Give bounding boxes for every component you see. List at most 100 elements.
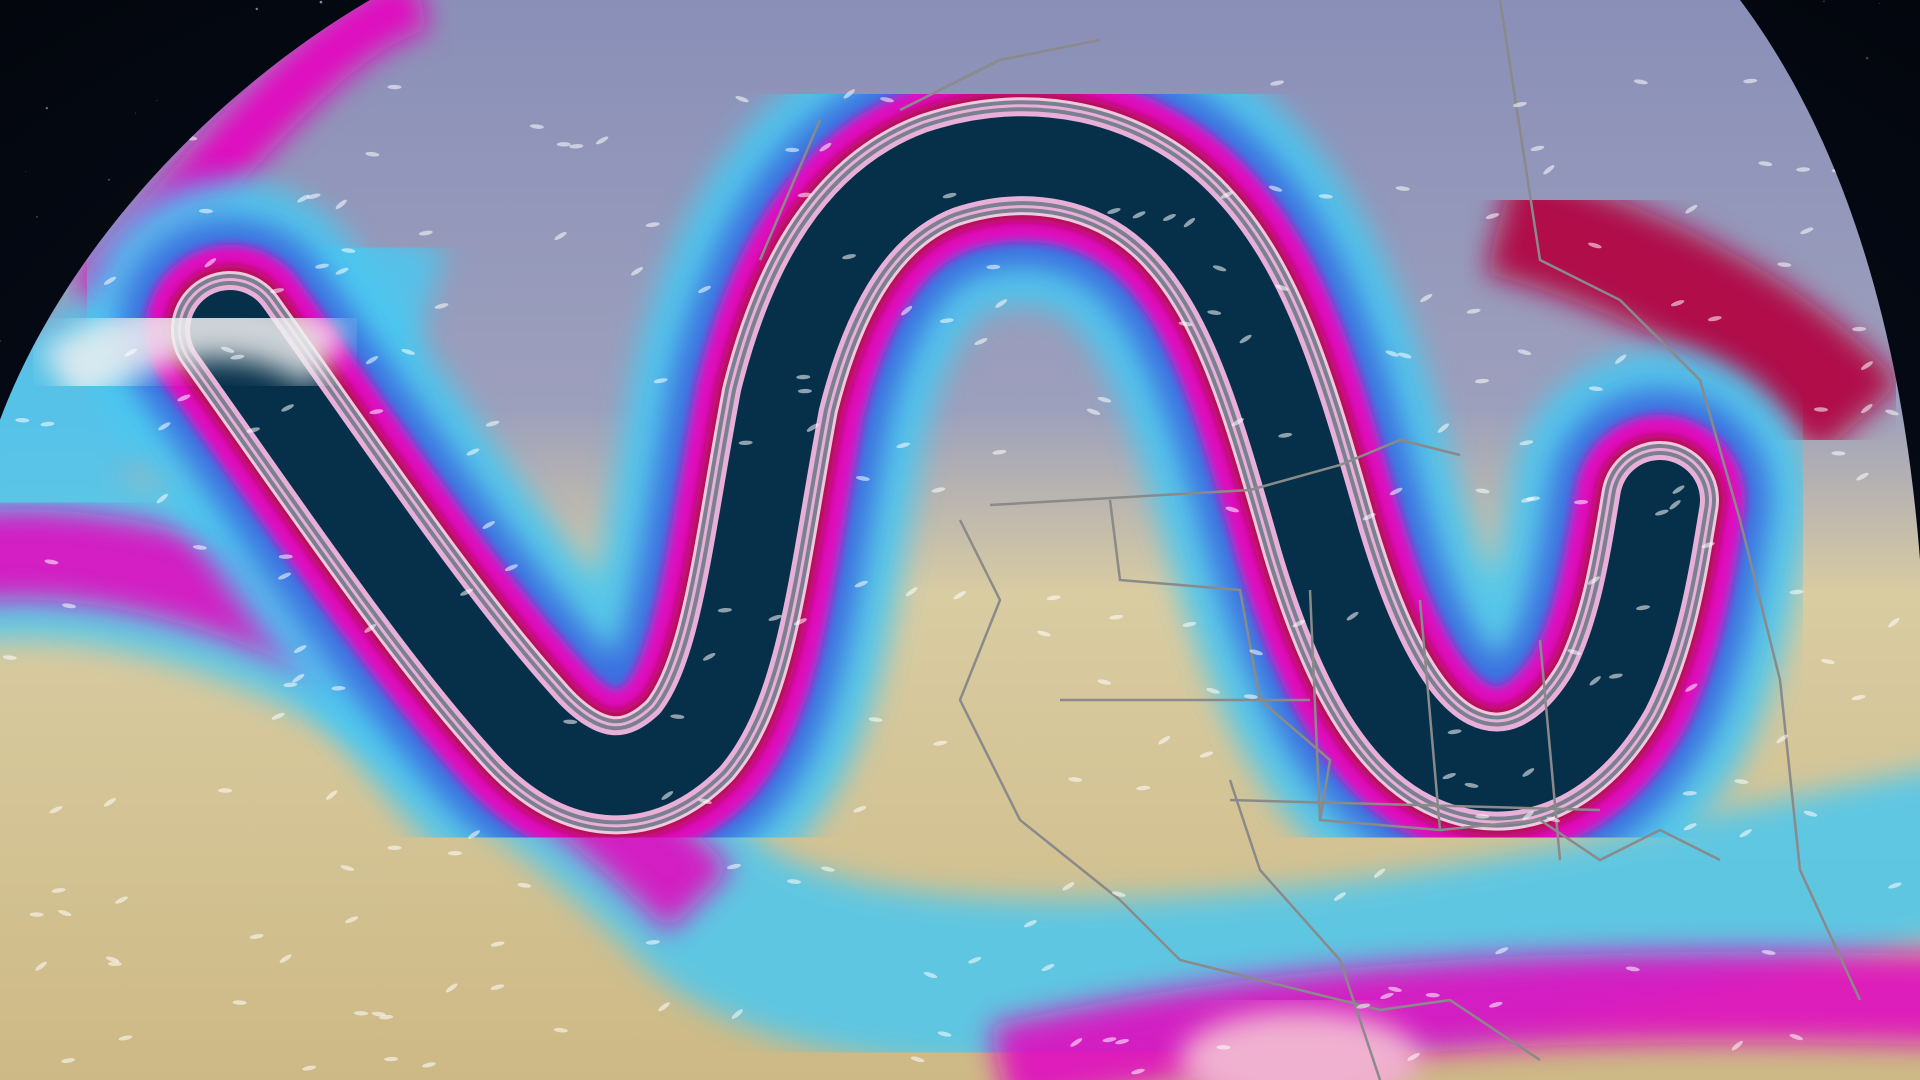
wind-streak-icon: [218, 788, 233, 793]
wind-streak-icon: [1475, 488, 1490, 494]
wind-streak-icon: [1670, 300, 1685, 307]
wind-streak-icon: [1861, 361, 1873, 370]
wind-streak-icon: [1669, 500, 1681, 510]
wind-streak-icon: [1225, 506, 1240, 513]
wind-streak-icon: [1086, 408, 1101, 415]
wind-streak-icon: [1885, 409, 1899, 416]
wind-streak-icon: [1707, 316, 1722, 322]
wind-streak-icon: [371, 1011, 386, 1017]
wind-streak-icon: [466, 448, 480, 456]
wind-streak-icon: [855, 475, 870, 481]
wind-streak-icon: [1608, 673, 1623, 679]
wind-streak-icon: [1212, 265, 1227, 272]
wind-streak-icon: [448, 850, 463, 856]
star: [35, 215, 39, 218]
wind-streak-icon: [1513, 101, 1527, 108]
wind-streak-icon: [1685, 683, 1698, 692]
wind-streak-icon: [1485, 213, 1500, 219]
wind-streak-icon: [1851, 695, 1866, 701]
wind-streak-icon: [1041, 963, 1055, 972]
wind-streak-icon: [1701, 542, 1715, 549]
wind-streak-icon: [1425, 992, 1440, 998]
wind-streak-icon: [1522, 768, 1535, 777]
wind-streak-icon: [896, 442, 910, 449]
wind-streak-icon: [387, 845, 402, 851]
jet-entrance-white: [40, 288, 351, 410]
wind-streak-icon: [292, 673, 305, 683]
star: [1823, 0, 1825, 2]
wind-streak-icon: [569, 144, 584, 149]
wind-streak-icon: [553, 1027, 568, 1033]
wind-streak-icon: [326, 790, 338, 800]
wind-streak-icon: [1466, 308, 1481, 314]
wind-streak-icon: [1268, 185, 1283, 192]
wind-streak-icon: [1275, 284, 1289, 291]
wind-streak-icon: [384, 1056, 399, 1062]
wind-streak-icon: [1495, 947, 1509, 955]
wind-streak-icon: [15, 418, 30, 423]
wind-streak-icon: [107, 961, 122, 967]
wind-streak-icon: [1292, 619, 1306, 628]
wind-streak-icon: [1278, 432, 1293, 438]
wind-streak-icon: [796, 374, 811, 380]
wind-streak-icon: [249, 934, 264, 939]
wind-streak-icon: [1199, 751, 1214, 758]
wind-streak-icon: [1589, 676, 1601, 686]
wind-streak-icon: [968, 956, 982, 964]
wind-streak-icon: [1207, 310, 1222, 315]
wind-streak-icon: [105, 956, 120, 963]
wind-streak-icon: [158, 422, 171, 431]
wind-streak-icon: [727, 863, 741, 870]
wind-streak-icon: [717, 607, 732, 613]
wind-streak-icon: [1447, 729, 1462, 735]
star: [134, 112, 136, 114]
wind-streak-icon: [1588, 386, 1603, 392]
wind-streak-icon: [283, 682, 298, 688]
wind-streak-icon: [905, 587, 918, 597]
wind-streak-icon: [1731, 1040, 1743, 1051]
wind-streak-icon: [278, 572, 291, 580]
wind-streak-icon: [1046, 595, 1061, 601]
wind-streak-icon: [1216, 1045, 1231, 1050]
wind-streak-icon: [910, 1056, 925, 1063]
wind-streak-icon: [939, 318, 954, 324]
wind-streak-icon: [44, 559, 59, 565]
wind-streak-icon: [868, 717, 883, 722]
wind-streak-icon: [270, 288, 285, 294]
wind-streak-icon: [1380, 992, 1394, 1000]
wind-streak-icon: [2, 655, 17, 660]
wind-streak-icon: [645, 940, 660, 945]
wind-streak-icon: [1888, 617, 1900, 628]
wind-streak-icon: [1464, 782, 1479, 788]
wind-streak-icon: [529, 124, 544, 129]
wind-streak-icon: [1543, 165, 1555, 175]
wind-streak-icon: [661, 791, 674, 800]
wind-streak-icon: [1813, 407, 1828, 412]
wind-streak-icon: [230, 354, 245, 360]
wind-streak-icon: [797, 192, 812, 198]
wind-streak-icon: [204, 258, 217, 268]
wind-streak-icon: [556, 142, 571, 147]
star: [156, 100, 158, 102]
wind-streak-icon: [1062, 882, 1075, 891]
wind-streak-icon: [1158, 735, 1171, 745]
wind-streak-icon: [702, 652, 716, 661]
wind-streak-icon: [35, 961, 47, 971]
wind-streak-icon: [1761, 949, 1776, 955]
wind-streak-icon: [232, 1000, 247, 1005]
wind-streak-icon: [281, 404, 294, 412]
wind-streak-icon: [335, 267, 349, 275]
us-canada-border: [989, 438, 1461, 507]
wind-streak-icon: [1356, 1003, 1371, 1009]
wind-streak-icon: [115, 896, 128, 904]
wind-streak-icon: [1800, 227, 1814, 235]
wind-streak-icon: [279, 954, 292, 963]
northeast-jet-max: [1485, 166, 1902, 458]
wind-streak-icon: [306, 193, 321, 200]
wind-streak-icon: [1655, 509, 1669, 516]
wind-streak-icon: [246, 427, 260, 433]
wind-streak-icon: [1615, 354, 1627, 364]
wind-streak-icon: [124, 348, 138, 357]
wind-streak-icon: [1519, 440, 1534, 446]
